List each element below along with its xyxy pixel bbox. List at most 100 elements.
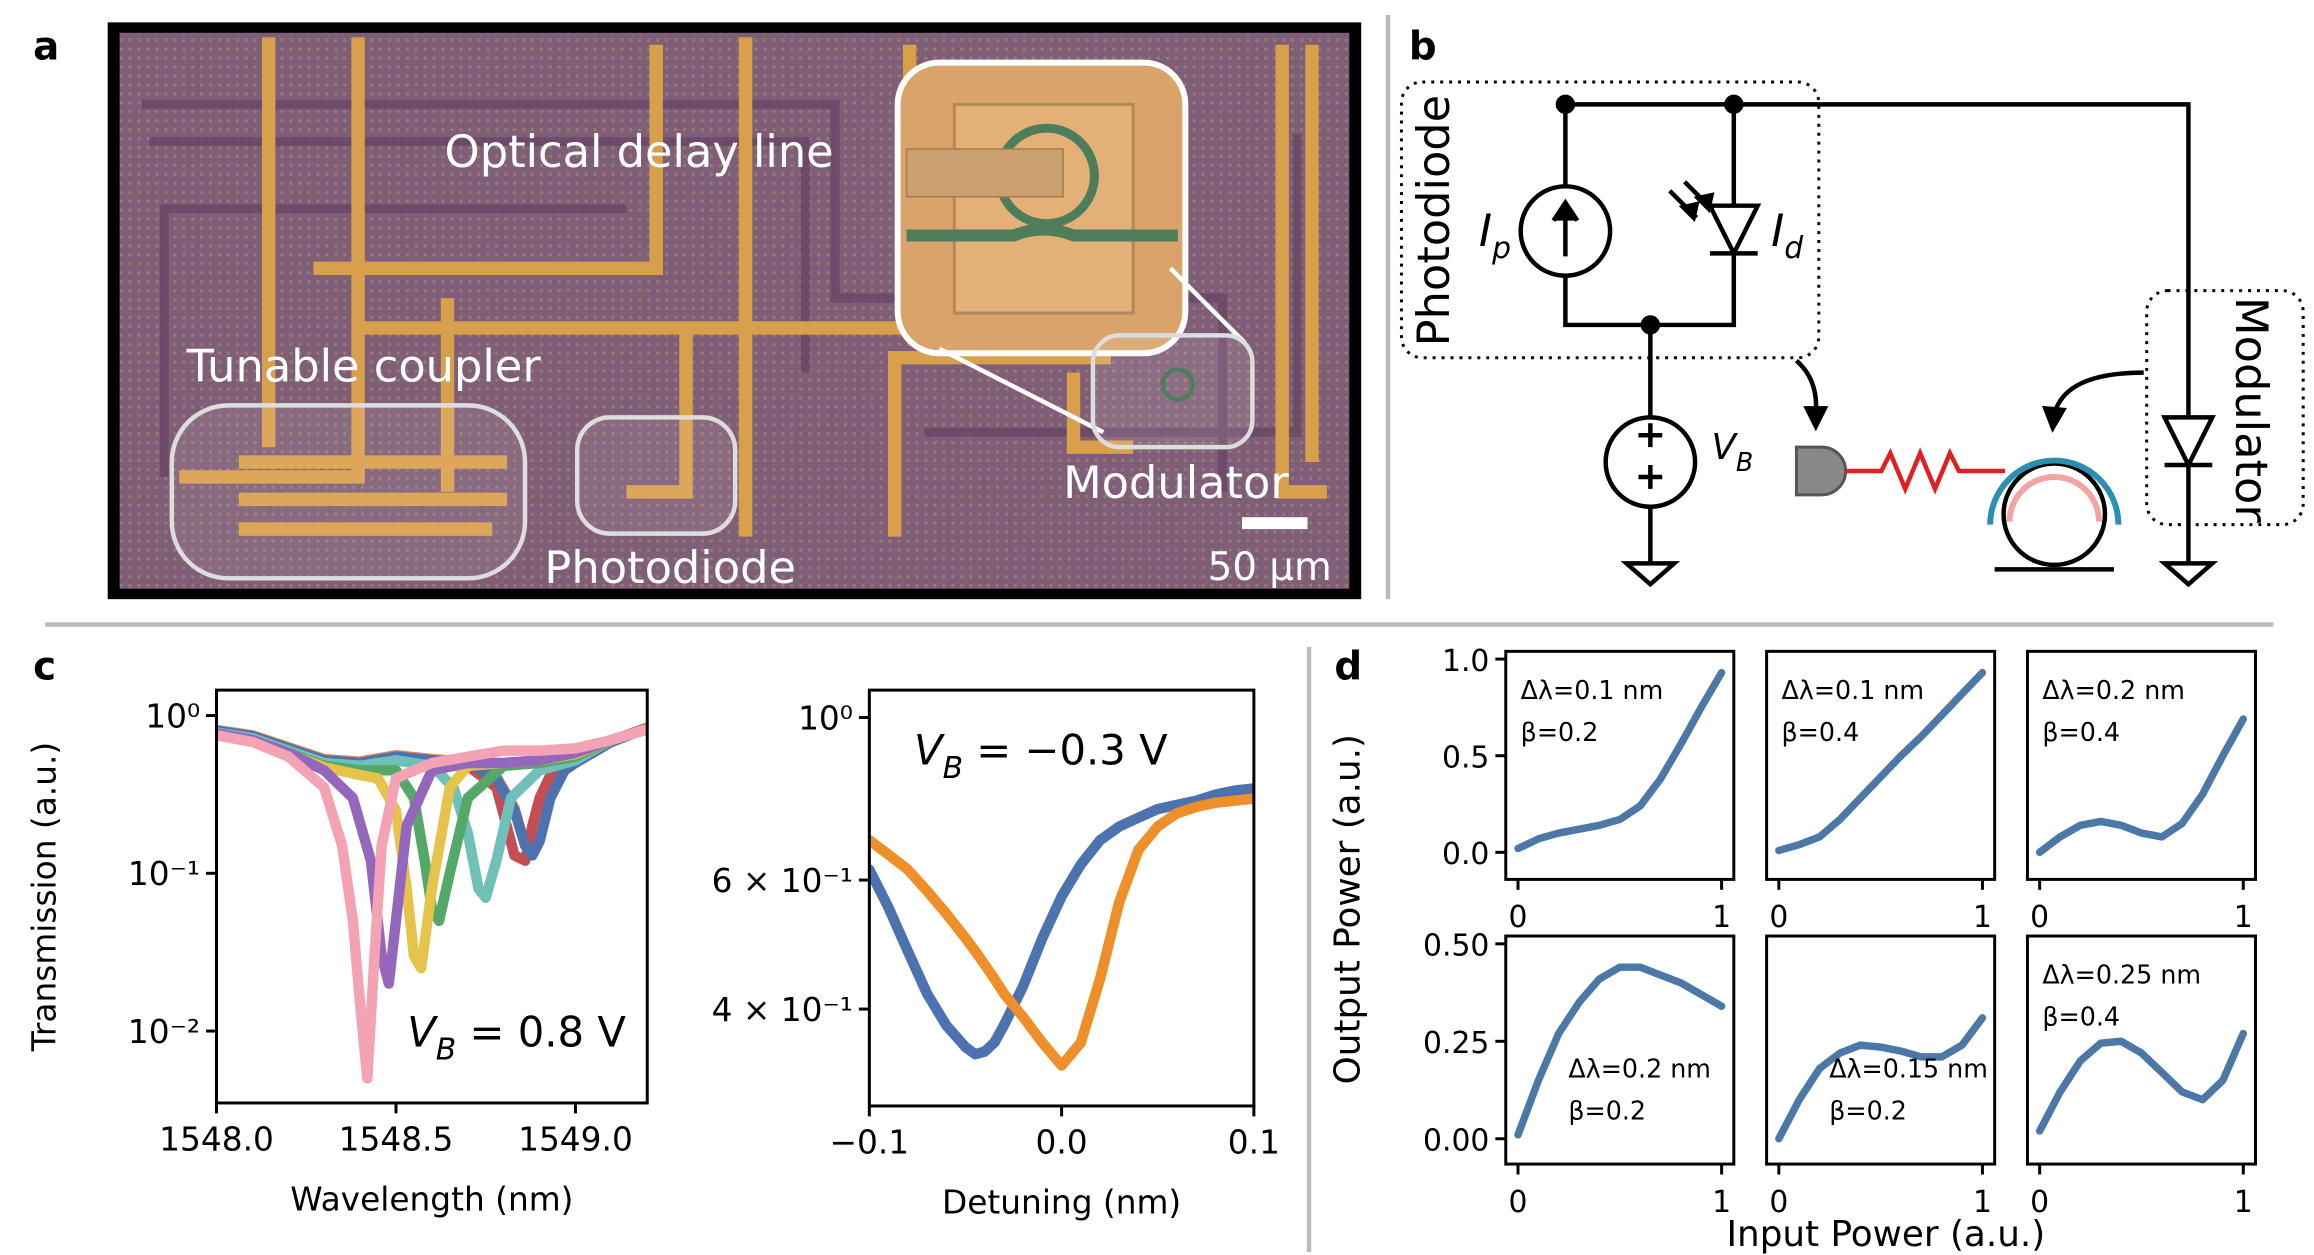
photodiode-box — [1399, 80, 1821, 360]
series-line — [1514, 668, 1726, 853]
circuit — [1399, 80, 2305, 588]
series-line — [1775, 1014, 1987, 1143]
x-tick-label: 0.0 — [1036, 1124, 1088, 1162]
y-tick-label: 10⁻¹ — [128, 855, 200, 893]
annotation: β=0.4 — [2042, 717, 2120, 747]
x-tick-label: 0 — [1509, 900, 1528, 935]
subscript: B — [1736, 447, 1753, 477]
x-tick-label: 1 — [1973, 900, 1992, 935]
y-tick-label: 10⁻² — [128, 1013, 200, 1051]
annotation: β=0.2 — [1829, 1095, 1907, 1125]
y-axis-label: Output Power (a.u.) — [1328, 734, 1369, 1084]
inset-pad — [952, 102, 1135, 315]
annotation: β=0.2 — [1521, 717, 1599, 747]
annotation: β=0.4 — [2042, 1001, 2120, 1031]
wire — [1565, 102, 2191, 564]
x-axis-label: Input Power (a.u.) — [1726, 1214, 2045, 1255]
x-tick-label: 0 — [1509, 1185, 1528, 1220]
annotation-symbol: V — [914, 726, 945, 775]
panel-label: a — [33, 25, 59, 70]
node — [1640, 315, 1661, 335]
light-arrowheads — [1678, 192, 1715, 223]
annotation-text: = 0.8 V — [456, 1007, 626, 1056]
x-tick-label: 1549.0 — [518, 1121, 633, 1159]
y-tick-label: 0.0 — [1442, 837, 1489, 872]
micrograph-label: Tunable coupler — [186, 340, 542, 393]
series-line — [1514, 963, 1726, 1139]
micrograph-label: Optical delay line — [445, 125, 834, 178]
x-tick-label: 1 — [2234, 900, 2253, 935]
arrow — [2052, 370, 2144, 415]
x-tick-label: 1 — [2234, 1185, 2253, 1220]
scale-bar-label: 50 µm — [1208, 545, 1332, 590]
inset-electrode — [905, 148, 1064, 198]
annotation: VB = 0.8 V — [407, 1007, 626, 1067]
plot-frame — [1765, 934, 1997, 1166]
y-axis-label: Transmission (a.u.) — [26, 742, 64, 1052]
micrograph-label: Modulator — [1063, 456, 1289, 509]
ring-heater — [2006, 473, 2102, 522]
annotation-text: = −0.3 V — [963, 726, 1168, 775]
current-arrow — [1551, 198, 1580, 257]
panel-label: d — [1334, 645, 1362, 690]
series-line — [216, 723, 648, 989]
annotation: Δλ=0.15 nm — [1829, 1054, 1988, 1084]
modulator-box — [2145, 289, 2305, 527]
ring — [1160, 367, 1196, 402]
panel-label: b — [1409, 25, 1437, 70]
y-tick-label: 4 × 10⁻¹ — [712, 991, 853, 1029]
plot-frame — [2025, 934, 2257, 1166]
plot-frame — [215, 688, 649, 1105]
resistor — [1845, 447, 2006, 495]
x-tick-label: −0.1 — [830, 1124, 910, 1162]
x-tick-label: 0 — [2030, 900, 2049, 935]
circuit-symbol: Ip — [1479, 204, 1511, 266]
highlight-box — [574, 415, 738, 536]
y-tick-label: 6 × 10⁻¹ — [712, 862, 853, 900]
x-tick-label: 1 — [1712, 1185, 1731, 1220]
x-axis-label: Detuning (nm) — [942, 1183, 1181, 1221]
x-tick-label: 1548.0 — [159, 1121, 274, 1159]
inset-connector — [1168, 266, 1247, 345]
node — [1555, 94, 1576, 115]
symbol: I — [1771, 204, 1784, 257]
circuit-symbol: VB — [1711, 427, 1753, 477]
series-line — [1775, 668, 1987, 855]
annotation: VB = −0.3 V — [914, 726, 1168, 786]
series-line — [2035, 1029, 2248, 1135]
series-line — [869, 783, 1254, 1060]
scale-bar — [1241, 517, 1308, 530]
x-tick-label: 0.1 — [1228, 1124, 1280, 1162]
highlight-box — [1090, 333, 1255, 450]
y-tick-label: 1.0 — [1442, 644, 1489, 679]
annotation-subscript: B — [436, 1033, 456, 1068]
ground — [1620, 561, 2219, 588]
plot-frame — [1765, 649, 1997, 881]
annotation: Δλ=0.2 nm — [1568, 1054, 1711, 1084]
subscript: p — [1491, 231, 1511, 266]
panel-label: c — [33, 645, 56, 690]
modulator-diode — [2160, 415, 2216, 471]
y-tick-label: 0.25 — [1423, 1026, 1489, 1061]
y-tick-label: 0.50 — [1423, 929, 1489, 964]
node — [1724, 94, 1744, 115]
symbol: I — [1479, 204, 1492, 257]
circuit-label: Photodiode — [1407, 95, 1460, 347]
arrowhead — [2041, 405, 2067, 433]
annotation-symbol: V — [407, 1007, 438, 1056]
voltage-source — [1603, 415, 1698, 510]
circuit-label: Modulator — [2225, 297, 2278, 523]
micrograph: Optical delay line Tunable coupler Photo… — [107, 22, 1362, 600]
plot-frame — [2025, 649, 2257, 881]
current-source — [1518, 184, 1613, 278]
annotation: β=0.2 — [1568, 1095, 1646, 1125]
x-tick-label: 0 — [2030, 1185, 2049, 1220]
annotation: Δλ=0.25 nm — [2042, 960, 2201, 990]
x-axis-label: Wavelength (nm) — [290, 1180, 573, 1218]
annotation: Δλ=0.1 nm — [1782, 675, 1925, 705]
annotation: β=0.4 — [1782, 717, 1860, 747]
symbol: V — [1711, 427, 1738, 468]
x-tick-label: 1 — [1973, 1185, 1992, 1220]
arrowhead — [1803, 406, 1829, 432]
